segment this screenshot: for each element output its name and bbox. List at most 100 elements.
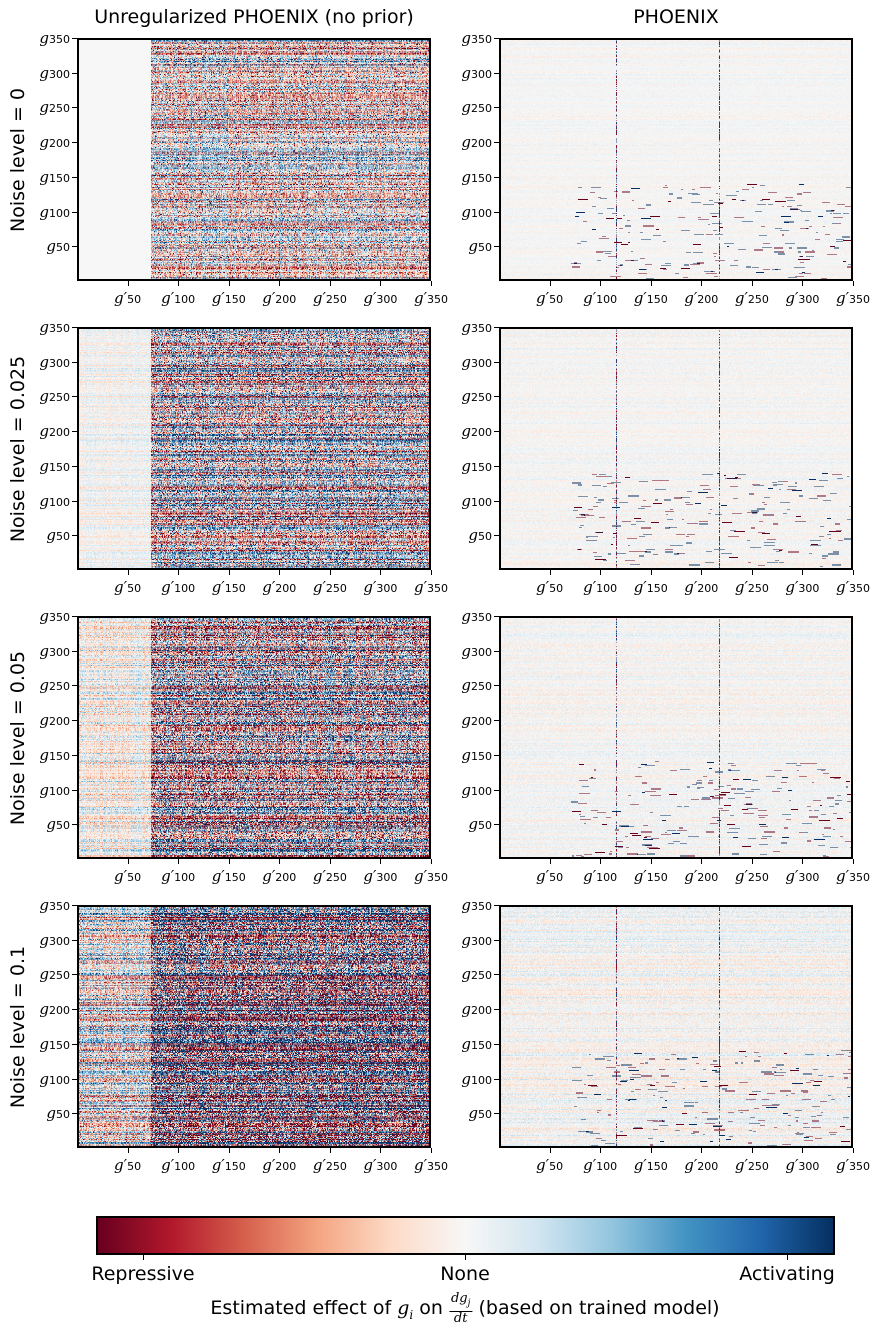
heatmap-panel	[499, 327, 853, 570]
y-tick-label: g200	[39, 1000, 70, 1019]
heatmap-cells	[79, 329, 429, 568]
x-tick-label: g′350	[413, 1156, 449, 1174]
y-tick-label: g300	[461, 352, 492, 371]
y-tick-label: g50	[468, 237, 492, 256]
heatmap-panel	[77, 905, 431, 1148]
y-tick-label: g150	[39, 745, 70, 764]
x-tick-label: g′250	[312, 289, 347, 307]
y-tick-label: g250	[461, 387, 492, 406]
y-tick-label: g150	[461, 456, 492, 475]
y-tick-label: g150	[39, 167, 70, 186]
x-tick-label: g′200	[684, 867, 719, 885]
x-tick-label: g′250	[734, 1156, 769, 1174]
colorbar-title-mid: on	[413, 1296, 449, 1319]
colorbar	[96, 1216, 835, 1255]
x-tick-label: g′50	[114, 1156, 142, 1174]
x-tick-label: g′100	[161, 578, 196, 596]
y-tick-label: g250	[39, 98, 70, 117]
y-tick-label: g200	[461, 422, 492, 441]
frac-den: dt	[453, 1310, 468, 1326]
y-tick-label: g200	[461, 711, 492, 730]
heatmap-panel	[499, 616, 853, 859]
x-tick-label: g′250	[734, 867, 769, 885]
x-tick-label: g′300	[363, 578, 398, 596]
y-tick-label: g250	[39, 965, 70, 984]
x-tick-label: g′300	[785, 289, 820, 307]
x-tick-label: g′50	[114, 289, 142, 307]
x-tick-label: g′50	[536, 867, 564, 885]
y-tick-label: g250	[461, 98, 492, 117]
x-tick-label: g′250	[312, 867, 347, 885]
y-tick-label: g100	[461, 202, 492, 221]
x-tick-label: g′350	[413, 289, 449, 307]
y-tick-label: g350	[39, 607, 70, 625]
x-tick-label: g′350	[835, 867, 871, 885]
x-tick-label: g′150	[633, 289, 668, 307]
x-tick-label: g′250	[734, 289, 769, 307]
x-tick-label: g′100	[583, 1156, 618, 1174]
y-tick-label: g350	[461, 607, 492, 625]
x-tick-label: g′50	[536, 289, 564, 307]
heatmap-cells	[501, 40, 851, 279]
x-tick-label: g′150	[211, 578, 246, 596]
x-tick-label: g′150	[633, 1156, 668, 1174]
heatmap-panel	[77, 616, 431, 859]
x-tick-label: g′50	[536, 578, 564, 596]
y-tick-label: g150	[39, 1034, 70, 1053]
x-tick-label: g′300	[785, 1156, 820, 1174]
x-tick-label: g′200	[262, 289, 297, 307]
colorbar-label-repressive: Repressive	[91, 1263, 195, 1285]
x-tick-label: g′200	[262, 867, 297, 885]
heatmap-cells	[501, 907, 851, 1146]
y-tick-label: g50	[468, 1104, 492, 1123]
colorbar-title-suffix: (based on trained model)	[472, 1296, 720, 1319]
colorbar-label-none: None	[440, 1263, 490, 1285]
x-tick-label: g′300	[785, 867, 820, 885]
x-tick-label: g′50	[114, 578, 142, 596]
y-tick-label: g150	[461, 167, 492, 186]
y-tick-label: g100	[461, 1069, 492, 1088]
y-tick-label: g300	[39, 63, 70, 82]
x-tick-label: g′200	[262, 1156, 297, 1174]
colorbar-title-var: g	[397, 1296, 410, 1319]
colorbar-title-prefix: Estimated effect of	[210, 1296, 398, 1319]
heatmap-cells	[79, 907, 429, 1146]
y-tick-label: g100	[461, 491, 492, 510]
frac-num: dg	[450, 1291, 468, 1306]
y-tick-label: g300	[461, 930, 492, 949]
heatmap-panel	[77, 38, 431, 281]
column-title-unregularized: Unregularized PHOENIX (no prior)	[94, 6, 414, 28]
y-tick-label: g150	[461, 1034, 492, 1053]
y-tick-label: g50	[46, 526, 70, 545]
x-tick-label: g′350	[413, 578, 449, 596]
x-tick-label: g′350	[413, 867, 449, 885]
heatmap-cells	[79, 40, 429, 279]
y-tick-label: g100	[39, 1069, 70, 1088]
heatmap-cells	[79, 618, 429, 857]
y-tick-label: g200	[461, 1000, 492, 1019]
x-tick-label: g′50	[536, 1156, 564, 1174]
y-tick-label: g250	[39, 676, 70, 695]
y-tick-label: g50	[468, 526, 492, 545]
x-tick-label: g′100	[583, 578, 618, 596]
x-tick-label: g′200	[262, 578, 297, 596]
heatmap-panel	[499, 38, 853, 281]
y-tick-label: g200	[39, 422, 70, 441]
y-tick-label: g300	[461, 63, 492, 82]
y-tick-label: g300	[39, 641, 70, 660]
colorbar-title-fraction: dgj dt	[448, 1291, 473, 1326]
heatmap-cells	[501, 329, 851, 568]
y-tick-label: g50	[46, 237, 70, 256]
heatmap-panel	[499, 905, 853, 1148]
frac-num-sub: j	[467, 1298, 471, 1309]
y-tick-label: g250	[461, 965, 492, 984]
x-tick-label: g′200	[684, 289, 719, 307]
heatmap-cells	[501, 618, 851, 857]
y-tick-label: g100	[39, 780, 70, 799]
x-tick-label: g′300	[363, 1156, 398, 1174]
y-tick-label: g100	[39, 202, 70, 221]
colorbar-title: Estimated effect of gi on dgj dt (based o…	[210, 1292, 719, 1325]
y-tick-label: g350	[461, 318, 492, 336]
y-tick-label: g250	[39, 387, 70, 406]
y-tick-label: g100	[461, 780, 492, 799]
